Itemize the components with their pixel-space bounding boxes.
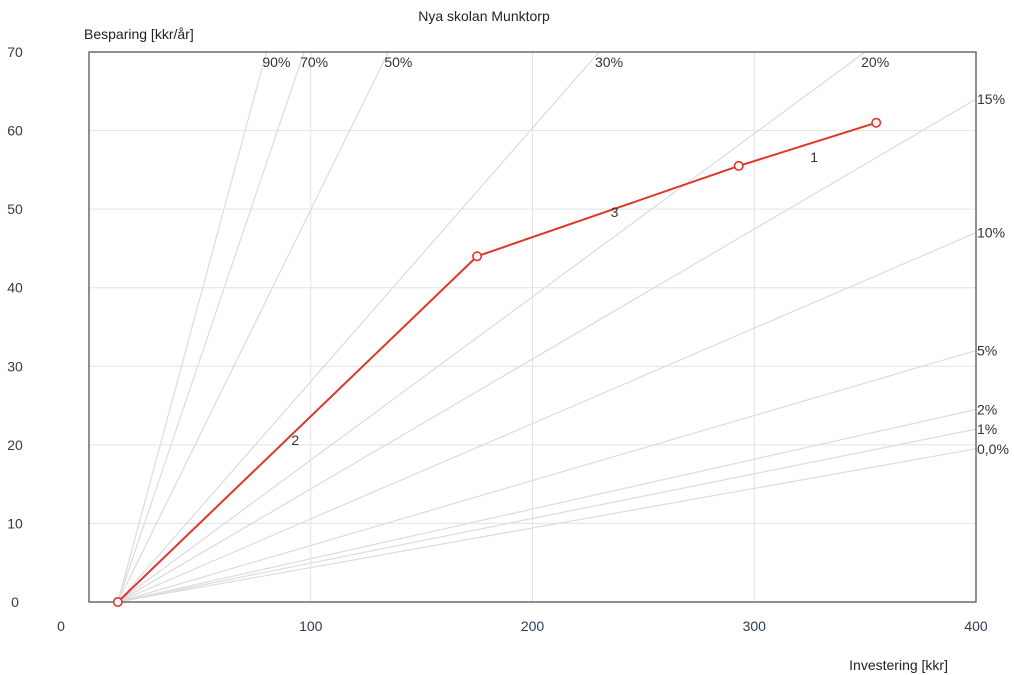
- series: [112, 117, 882, 607]
- data-point: [871, 117, 882, 128]
- plot-frame: [88, 51, 977, 603]
- tick-labels: 0 100 200 300 400 0 10 20 30 40 50 60 70: [7, 44, 988, 634]
- series-line: [117, 121, 877, 603]
- reference-line: [117, 51, 389, 603]
- reference-line-label: 15%: [977, 91, 1005, 107]
- reference-line-label: 1%: [977, 421, 997, 437]
- y-axis-title: Besparing [kkr/år]: [84, 26, 194, 42]
- reference-line: [117, 51, 866, 603]
- segment-label: 3: [611, 204, 619, 220]
- y-tick-label: 60: [7, 123, 23, 139]
- grid: [89, 52, 976, 602]
- reference-line-label: 70%: [300, 54, 328, 70]
- reference-line-label: 2%: [977, 402, 997, 418]
- reference-line-label: 10%: [977, 225, 1005, 241]
- reference-line-label: 30%: [595, 54, 623, 70]
- reference-line: [117, 408, 977, 603]
- reference-line: [117, 51, 600, 603]
- segment-label: 2: [291, 432, 299, 448]
- segment-label: 1: [810, 149, 818, 165]
- y-tick-label: 10: [7, 515, 23, 531]
- reference-line-label: 90%: [262, 54, 290, 70]
- reference-line-label: 50%: [384, 54, 412, 70]
- y-tick-label: 70: [7, 44, 23, 60]
- reference-line: [117, 51, 305, 603]
- reference-lines: [117, 51, 977, 603]
- reference-line-label: 20%: [861, 54, 889, 70]
- reference-line-label: 0,0%: [977, 441, 1009, 457]
- reference-line: [117, 428, 977, 603]
- reference-line: [117, 349, 977, 603]
- y-tick-label: 50: [7, 201, 23, 217]
- reference-line-label: 5%: [977, 343, 997, 359]
- x-tick-label: 200: [521, 618, 545, 634]
- segment-labels: 2 3 1: [291, 149, 818, 448]
- data-point: [472, 251, 483, 262]
- y-tick-label: 20: [7, 437, 23, 453]
- chart-title: Nya skolan Munktorp: [418, 8, 550, 24]
- x-tick-label: 100: [299, 618, 323, 634]
- reference-line: [117, 98, 977, 603]
- reference-line-labels: 90% 70% 50% 30% 20% 15% 10% 5% 2% 1% 0,0%: [262, 54, 1009, 457]
- data-point: [112, 596, 123, 607]
- x-tick-label: 400: [964, 618, 988, 634]
- reference-line: [117, 51, 267, 603]
- reference-line: [117, 448, 977, 603]
- reference-line: [117, 232, 977, 603]
- x-tick-label: 300: [743, 618, 767, 634]
- x-tick-label: 0: [57, 618, 65, 634]
- data-point: [733, 160, 744, 171]
- y-tick-label: 30: [7, 358, 23, 374]
- y-tick-label: 40: [7, 280, 23, 296]
- x-axis-title: Investering [kkr]: [849, 657, 948, 673]
- y-tick-label: 0: [11, 594, 19, 610]
